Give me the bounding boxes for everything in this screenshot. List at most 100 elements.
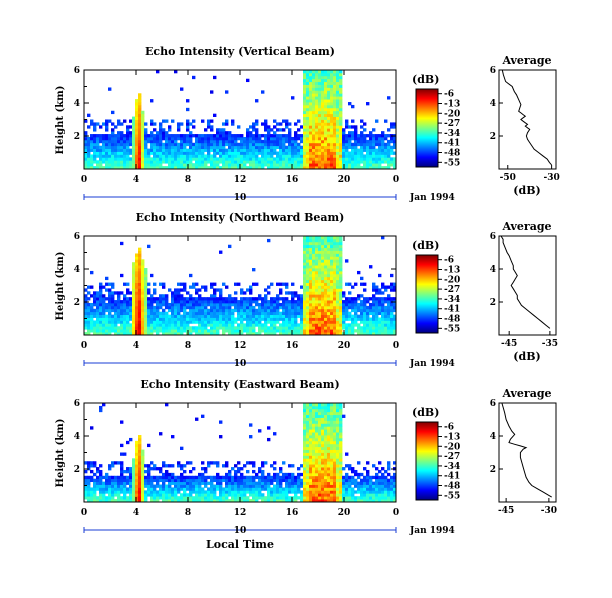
heatmap-cell	[285, 297, 289, 301]
heatmap-cell	[231, 134, 235, 138]
heatmap-cell	[135, 125, 139, 129]
heatmap-cell	[120, 490, 124, 494]
heatmap-cell	[228, 487, 232, 491]
heatmap-cell	[333, 458, 337, 462]
heatmap-cell	[156, 154, 160, 158]
heatmap-cell	[306, 478, 310, 483]
heatmap-cell	[363, 163, 367, 167]
heatmap-cell	[135, 443, 139, 448]
x-tick-label: -35	[542, 339, 558, 349]
heatmap-cell	[189, 154, 193, 158]
heatmap-cell	[177, 323, 181, 327]
heatmap-cell	[321, 414, 325, 418]
heatmap-cell	[330, 429, 334, 433]
heatmap-cell	[144, 163, 148, 167]
heatmap-cell	[324, 472, 328, 477]
heatmap-cell	[261, 151, 265, 155]
heatmap-cell	[312, 487, 316, 491]
heatmap-cell	[261, 157, 265, 161]
heatmap-cell	[180, 472, 184, 477]
heatmap-cell	[114, 139, 118, 144]
heatmap-cell	[348, 487, 352, 491]
heatmap-cell	[336, 160, 340, 164]
heatmap-cell	[240, 151, 244, 155]
heatmap-cell	[324, 435, 328, 439]
heatmap-cell	[114, 478, 118, 483]
heatmap-cell	[93, 148, 97, 152]
heatmap-cell	[234, 487, 238, 491]
heatmap-cell	[111, 320, 115, 324]
heatmap-cell	[303, 87, 307, 91]
heatmap-cell	[150, 300, 154, 304]
heatmap-cell	[288, 142, 292, 147]
heatmap-cell	[321, 487, 325, 491]
heatmap-cell	[375, 297, 379, 301]
heatmap-cell	[204, 490, 208, 494]
heatmap-cell	[150, 142, 154, 147]
heatmap-cell	[108, 157, 112, 161]
heatmap-cell	[303, 329, 307, 333]
heatmap-cell	[237, 481, 241, 485]
heatmap-cell	[336, 484, 340, 488]
heatmap-cell	[165, 326, 169, 330]
heatmap-cell	[327, 475, 331, 480]
average-profile-line	[501, 69, 552, 166]
heatmap-cell	[270, 166, 274, 170]
heatmap-cell	[195, 142, 199, 147]
heatmap-cell	[171, 326, 175, 330]
heatmap-cell	[84, 154, 88, 158]
heatmap-cell	[357, 136, 361, 141]
heatmap-cell	[198, 481, 202, 485]
heatmap-cell	[174, 166, 178, 170]
heatmap-cell	[84, 469, 88, 474]
heatmap-cell	[333, 276, 337, 281]
heatmap-cell	[393, 329, 397, 333]
heatmap-cell	[309, 163, 313, 167]
heatmap-cell	[225, 487, 229, 491]
heatmap-cell	[345, 484, 349, 488]
heatmap-cell	[138, 116, 142, 120]
heatmap-cell	[132, 276, 136, 281]
heatmap-cell	[258, 136, 262, 141]
heatmap-cell	[174, 481, 178, 485]
heatmap-cell	[357, 139, 361, 144]
heatmap-cell	[243, 493, 247, 497]
heatmap-cell	[258, 145, 262, 150]
heatmap-cell	[339, 270, 343, 275]
heatmap-cell	[327, 449, 331, 453]
heatmap-cell	[195, 326, 199, 330]
heatmap-cell	[315, 323, 319, 327]
heatmap-cell	[168, 302, 172, 307]
heatmap-cell	[204, 323, 208, 327]
heatmap-cell	[312, 478, 316, 483]
heatmap-cell	[315, 157, 319, 161]
heatmap-cell	[174, 151, 178, 155]
heatmap-cell	[126, 134, 130, 138]
heatmap-cell	[159, 467, 163, 471]
heatmap-cell	[321, 163, 325, 167]
heatmap-cell	[282, 154, 286, 158]
heatmap-cell	[105, 134, 109, 138]
heatmap-cell	[177, 481, 181, 485]
heatmap-cell	[156, 311, 160, 316]
heatmap-cell	[129, 291, 133, 295]
heatmap-cell	[171, 163, 175, 167]
heatmap-cell	[156, 160, 160, 164]
heatmap-cell	[369, 475, 373, 480]
heatmap-cell	[234, 317, 238, 321]
x-tick-label: 20	[338, 341, 351, 351]
heatmap-cell	[114, 157, 118, 161]
heatmap-cell	[306, 461, 310, 465]
heatmap-cell	[234, 475, 238, 480]
heatmap-cell	[357, 154, 361, 158]
heatmap-cell	[336, 487, 340, 491]
heatmap-cell	[324, 119, 328, 123]
heatmap-cell	[165, 136, 169, 141]
heatmap-cell	[108, 487, 112, 491]
heatmap-cell	[207, 154, 211, 158]
heatmap-cell	[387, 145, 391, 150]
heatmap-cell	[153, 134, 157, 138]
heatmap-cell	[279, 139, 283, 144]
heatmap-cell	[318, 429, 322, 433]
heatmap-cell	[309, 250, 313, 254]
